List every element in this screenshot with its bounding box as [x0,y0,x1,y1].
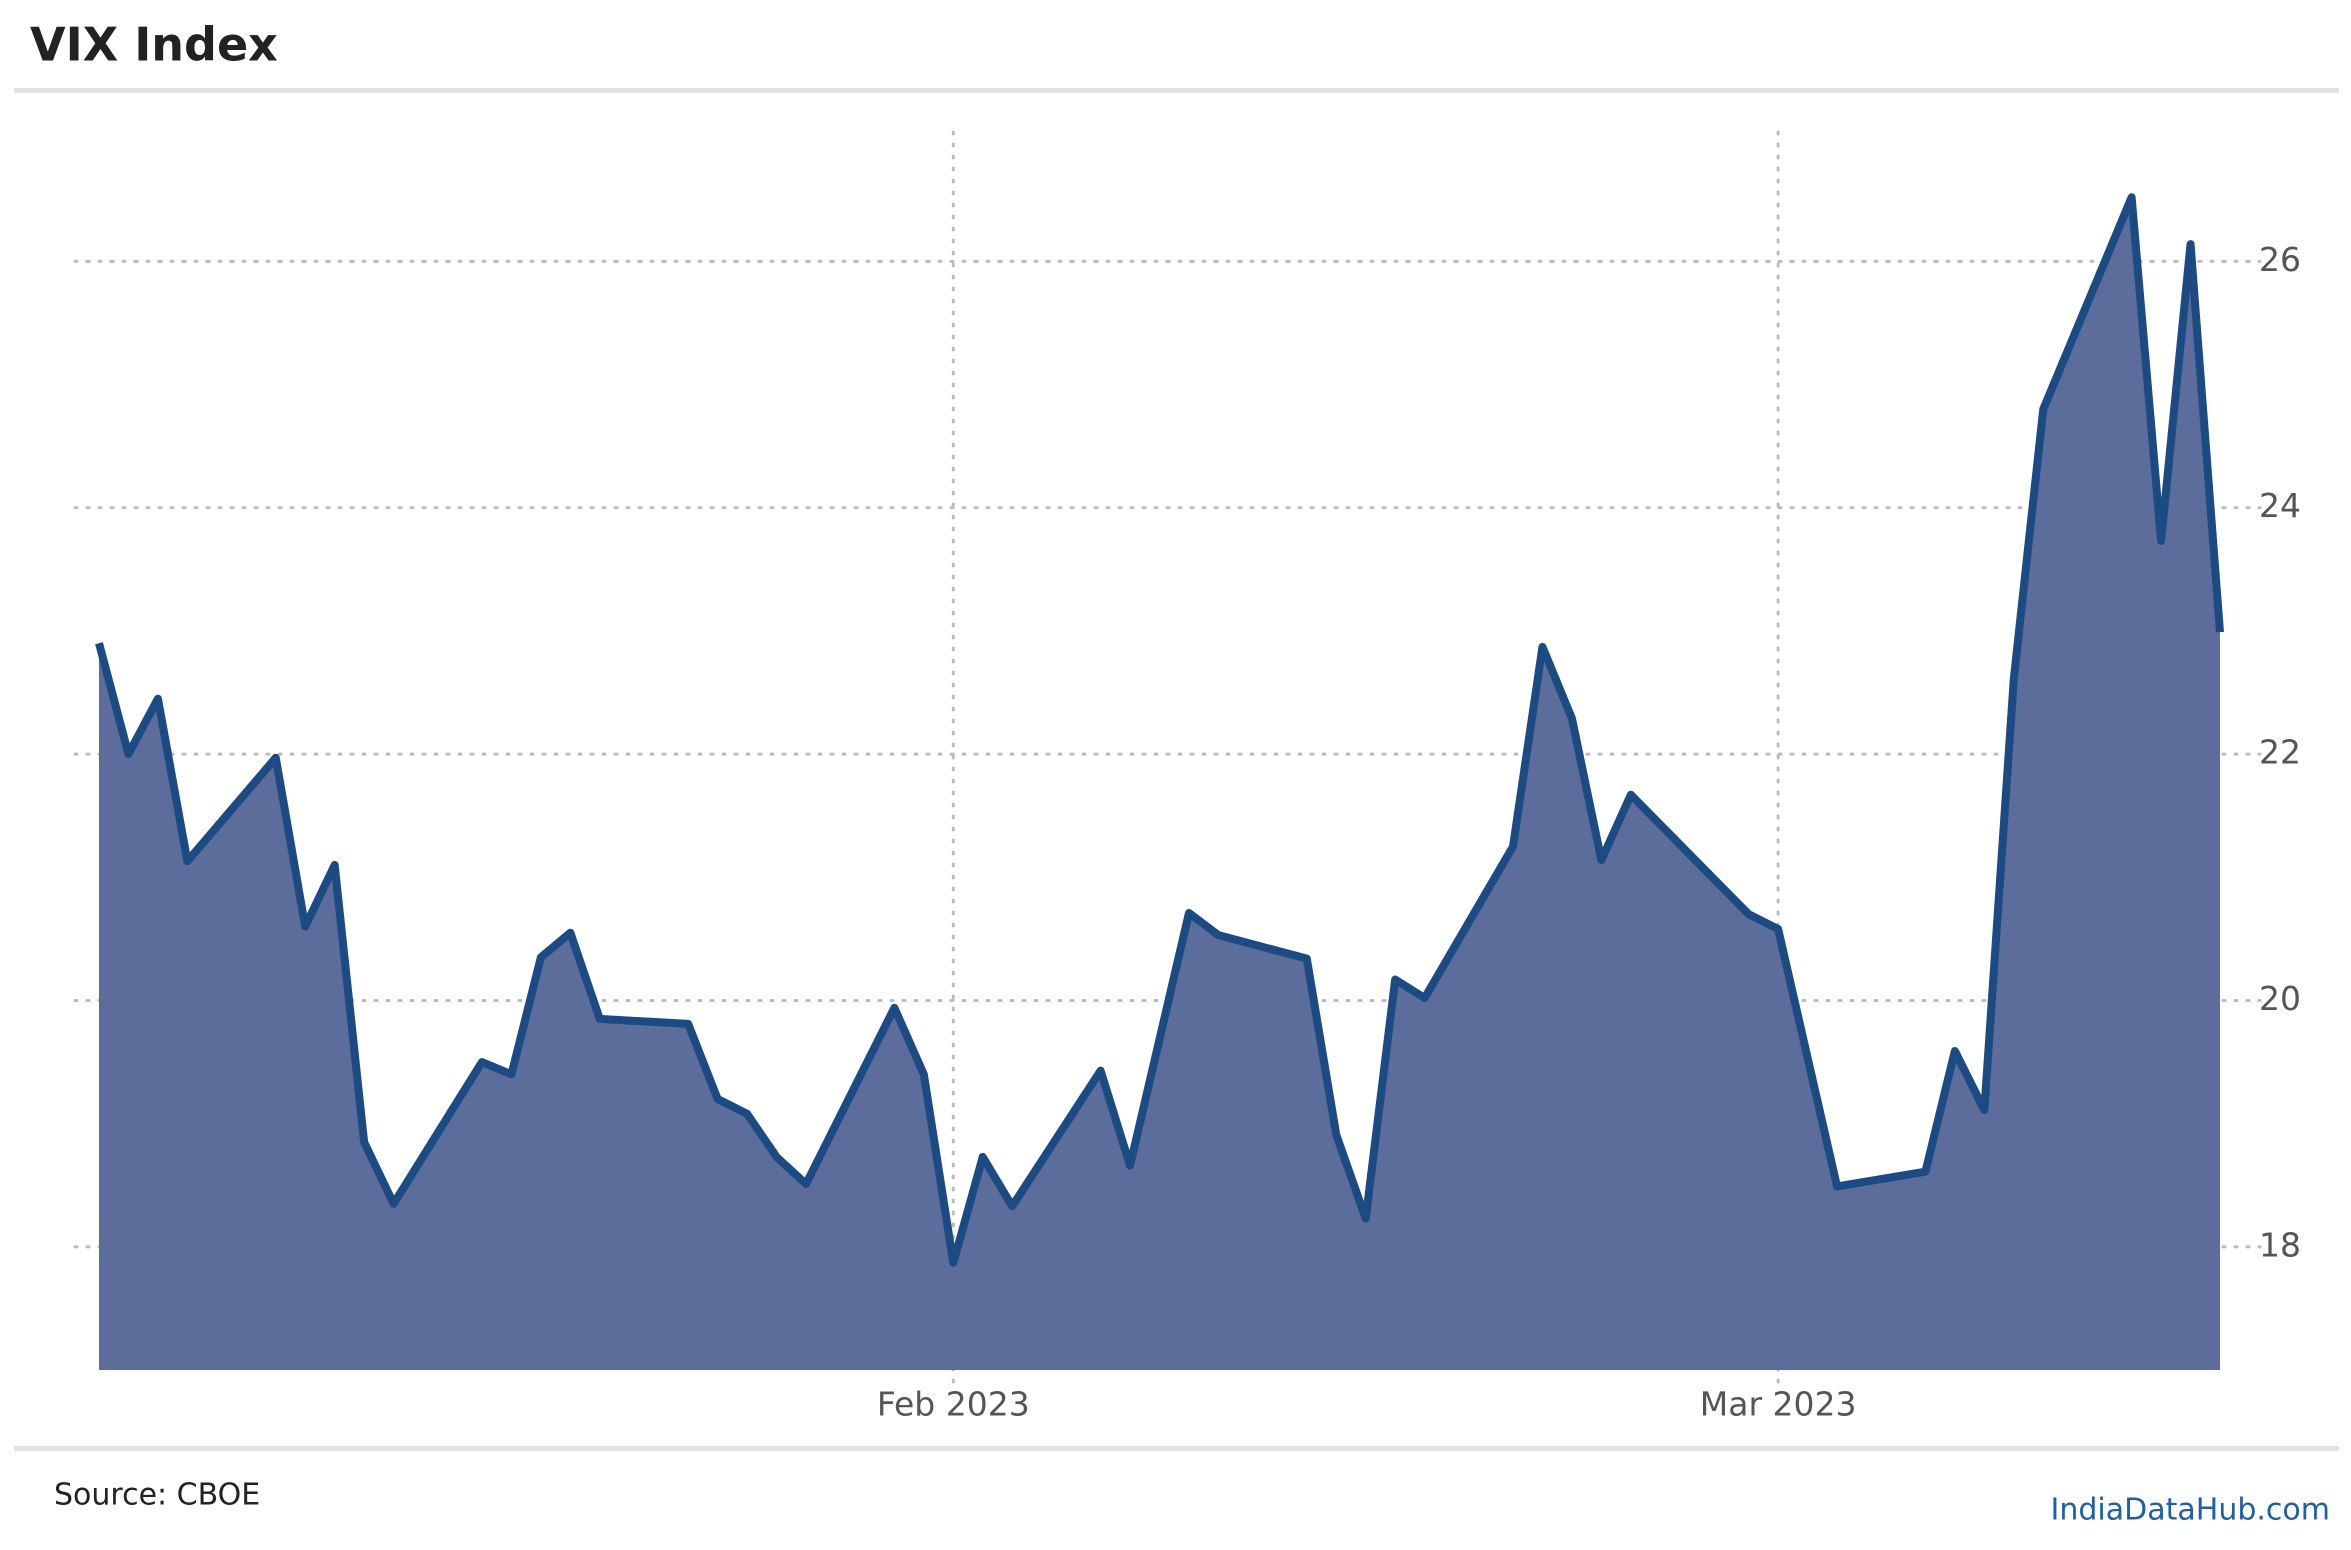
separator [14,88,2339,93]
x-tick-label: Feb 2023 [877,1385,1030,1424]
chart-title: VIX Index [30,18,278,72]
source: Source: CBOE [54,1478,260,1513]
area [99,197,2220,1370]
separator [14,1446,2339,1451]
y-tick-label: 22 [2259,733,2301,772]
watermark: IndiaDataHub.com [2051,1493,2330,1528]
y-tick-label: 18 [2259,1225,2301,1264]
line [95,193,2224,1267]
y-tick-label: 24 [2259,486,2301,525]
y-tick-label: 26 [2259,240,2301,279]
x-tick-label: Mar 2023 [1700,1385,1857,1424]
y-tick-label: 20 [2259,979,2301,1018]
